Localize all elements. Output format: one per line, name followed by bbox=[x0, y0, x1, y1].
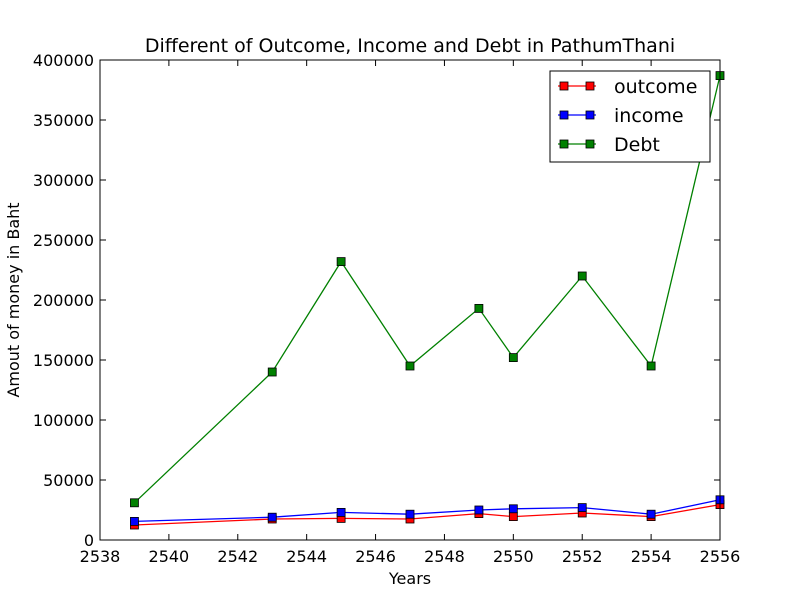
data-point-income bbox=[474, 505, 484, 515]
x-tick-label: 2538 bbox=[80, 547, 121, 566]
y-tick-label: 250000 bbox=[33, 231, 94, 250]
x-tick-label: 2540 bbox=[149, 547, 190, 566]
y-tick-label: 150000 bbox=[33, 351, 94, 370]
x-tick-label: 2552 bbox=[562, 547, 603, 566]
legend-marker-outcome bbox=[559, 81, 569, 91]
data-point-debt bbox=[405, 361, 415, 371]
y-tick-label: 400000 bbox=[33, 51, 94, 70]
x-tick-label: 2544 bbox=[286, 547, 327, 566]
y-axis-title: Amout of money in Baht bbox=[4, 202, 23, 397]
legend-marker-debt bbox=[559, 139, 569, 149]
y-tick-label: 350000 bbox=[33, 111, 94, 130]
x-axis-title: Years bbox=[388, 569, 431, 588]
y-tick-label: 200000 bbox=[33, 291, 94, 310]
y-tick-label: 50000 bbox=[43, 471, 94, 490]
data-point-income bbox=[508, 504, 518, 514]
legend-marker-outcome bbox=[585, 81, 595, 91]
data-point-income bbox=[577, 503, 587, 513]
legend-label-outcome: outcome bbox=[614, 76, 697, 98]
data-point-income bbox=[646, 509, 656, 519]
y-tick-label: 300000 bbox=[33, 171, 94, 190]
y-tick-label: 100000 bbox=[33, 411, 94, 430]
chart-title: Different of Outcome, Income and Debt in… bbox=[145, 35, 675, 57]
data-point-debt bbox=[577, 271, 587, 281]
data-point-outcome bbox=[508, 512, 518, 521]
data-point-income bbox=[405, 509, 415, 519]
data-point-debt bbox=[646, 361, 656, 371]
legend-marker-income bbox=[585, 110, 595, 120]
data-point-income bbox=[336, 507, 346, 517]
data-point-debt bbox=[267, 367, 277, 377]
legend-label-income: income bbox=[614, 105, 684, 127]
data-point-debt bbox=[508, 353, 518, 363]
data-point-income bbox=[267, 512, 277, 522]
x-tick-label: 2556 bbox=[700, 547, 741, 566]
data-point-debt bbox=[336, 257, 346, 267]
x-tick-label: 2546 bbox=[355, 547, 396, 566]
x-tick-label: 2550 bbox=[493, 547, 534, 566]
legend-marker-debt bbox=[585, 139, 595, 149]
x-tick-label: 2548 bbox=[424, 547, 465, 566]
data-point-income bbox=[130, 517, 139, 526]
x-tick-label: 2554 bbox=[631, 547, 672, 566]
data-point-debt bbox=[474, 303, 484, 313]
y-tick-label: 0 bbox=[84, 531, 94, 550]
y-axis: 0 50000 100000 150000 200000 250000 300000 3500… bbox=[33, 51, 720, 550]
legend-label-debt: Debt bbox=[614, 134, 660, 156]
legend-marker-income bbox=[559, 110, 569, 120]
x-tick-label: 2542 bbox=[217, 547, 258, 566]
legend: outcome income Debt bbox=[549, 70, 711, 163]
data-point-debt bbox=[130, 498, 139, 508]
x-axis: 2538 2540 2542 2544 2546 2548 2550 2552 2554 2556 bbox=[80, 60, 741, 566]
